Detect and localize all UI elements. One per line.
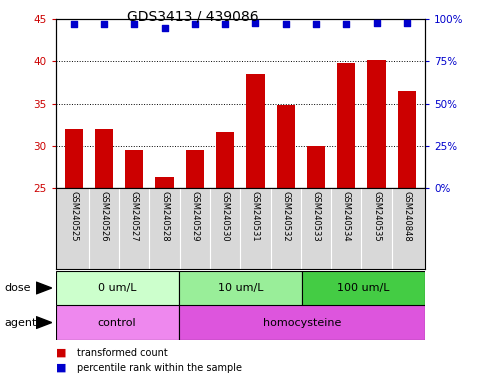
Bar <box>302 271 425 305</box>
Text: agent: agent <box>5 318 37 328</box>
Point <box>312 21 320 27</box>
Text: homocysteine: homocysteine <box>263 318 341 328</box>
Bar <box>307 146 325 188</box>
Text: GSM240529: GSM240529 <box>190 190 199 241</box>
Bar <box>95 129 113 188</box>
Text: ■: ■ <box>56 348 66 358</box>
Point <box>130 21 138 27</box>
Text: dose: dose <box>5 283 31 293</box>
Point <box>221 21 229 27</box>
Text: transformed count: transformed count <box>77 348 168 358</box>
Point <box>342 21 350 27</box>
Text: GSM240526: GSM240526 <box>99 190 109 241</box>
Text: 100 um/L: 100 um/L <box>337 283 390 293</box>
Text: 0 um/L: 0 um/L <box>98 283 136 293</box>
Text: GSM240848: GSM240848 <box>402 190 412 241</box>
Bar <box>179 271 302 305</box>
Text: GSM240528: GSM240528 <box>160 190 169 241</box>
Text: GSM240534: GSM240534 <box>342 190 351 241</box>
Text: GSM240532: GSM240532 <box>281 190 290 241</box>
Bar <box>56 271 179 305</box>
Polygon shape <box>36 317 52 328</box>
Text: GSM240533: GSM240533 <box>312 190 321 241</box>
Bar <box>179 305 425 340</box>
Text: GSM240535: GSM240535 <box>372 190 381 241</box>
Bar <box>65 129 83 188</box>
Text: GSM240527: GSM240527 <box>130 190 139 241</box>
Bar <box>156 177 174 188</box>
Polygon shape <box>36 282 52 294</box>
Text: GSM240531: GSM240531 <box>251 190 260 241</box>
Text: control: control <box>98 318 136 328</box>
Bar <box>337 63 355 188</box>
Point <box>252 20 259 26</box>
Bar <box>398 91 416 188</box>
Point <box>191 21 199 27</box>
Bar <box>56 305 179 340</box>
Text: GSM240525: GSM240525 <box>69 190 78 241</box>
Bar <box>216 132 234 188</box>
Point <box>161 25 169 31</box>
Point <box>373 20 381 26</box>
Bar <box>186 150 204 188</box>
Bar <box>368 60 385 188</box>
Bar <box>125 150 143 188</box>
Text: GDS3413 / 439086: GDS3413 / 439086 <box>128 10 259 23</box>
Bar <box>277 105 295 188</box>
Point <box>282 21 290 27</box>
Text: percentile rank within the sample: percentile rank within the sample <box>77 363 242 373</box>
Text: ■: ■ <box>56 363 66 373</box>
Point <box>70 21 78 27</box>
Text: GSM240530: GSM240530 <box>221 190 229 241</box>
Point <box>403 20 411 26</box>
Bar <box>246 74 265 188</box>
Text: 10 um/L: 10 um/L <box>217 283 263 293</box>
Point <box>100 21 108 27</box>
